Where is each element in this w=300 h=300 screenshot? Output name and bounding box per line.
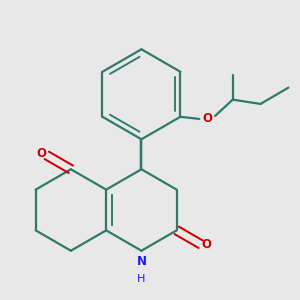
Text: O: O [202, 112, 212, 125]
Text: N: N [136, 255, 146, 268]
Text: H: H [137, 274, 146, 284]
Text: O: O [37, 147, 46, 160]
Text: O: O [202, 238, 212, 251]
